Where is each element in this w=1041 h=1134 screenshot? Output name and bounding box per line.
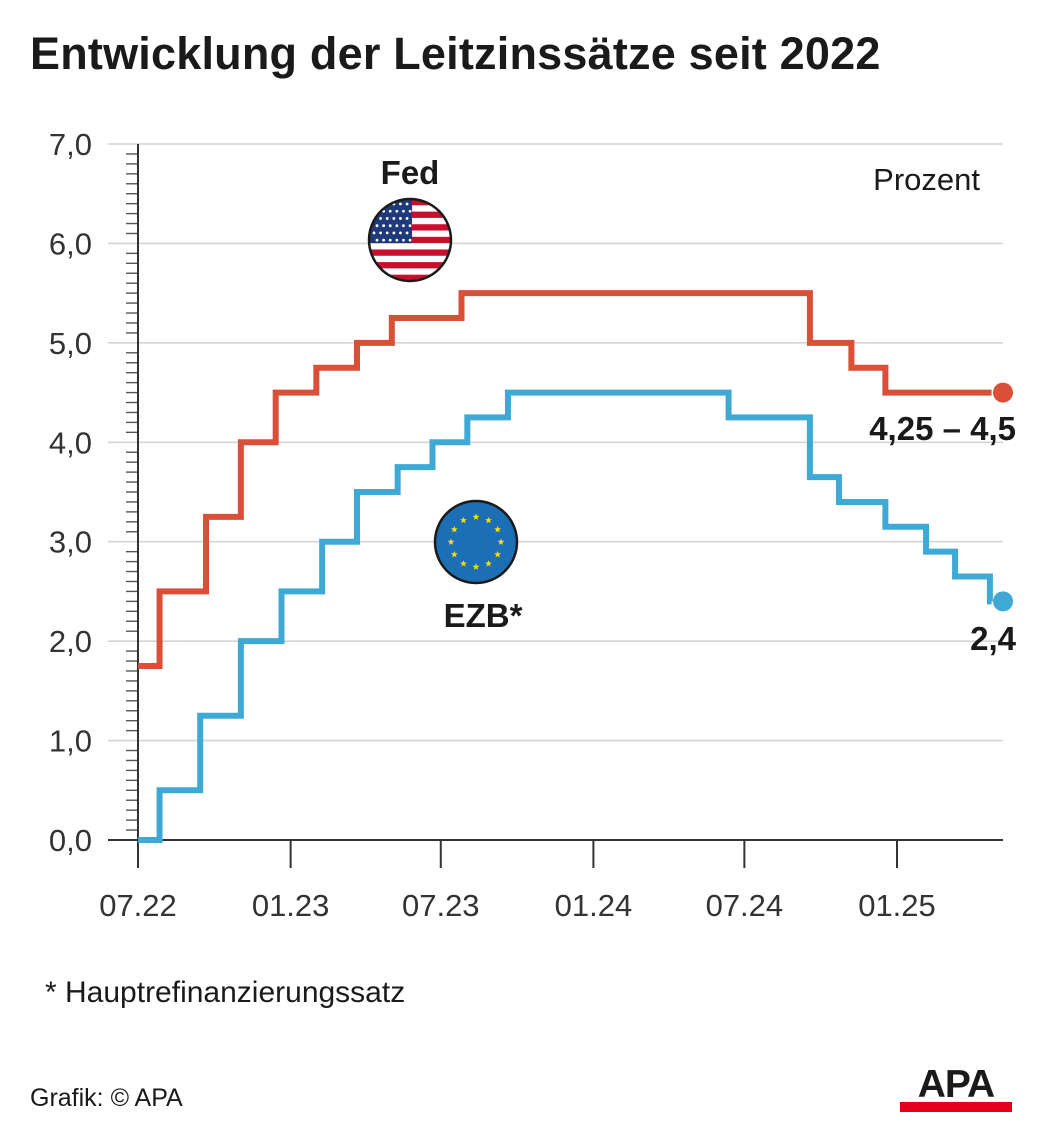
x-tick-label: 07.24 — [706, 888, 784, 923]
series-line-ezb — [138, 389, 993, 843]
x-tick-label: 01.24 — [555, 888, 633, 923]
footnote: * Hauptrefinanzierungssatz — [45, 976, 406, 1009]
chart-plot: 0,0 1,0 2,0 3,0 4,0 5,0 6,0 7,0 07.22 01.23 07.23 0… — [49, 127, 1017, 923]
x-tick-label: 01.25 — [858, 888, 936, 923]
y-tick-label: 3,0 — [49, 525, 92, 560]
y-tick-label: 0,0 — [49, 823, 92, 858]
unit-label: Prozent — [873, 162, 980, 197]
y-tick-label: 6,0 — [49, 226, 92, 261]
series-line-fed — [138, 290, 992, 669]
x-tick-label: 07.23 — [402, 888, 480, 923]
series-name-label: Fed — [381, 154, 440, 191]
axis-layer: 0,0 1,0 2,0 3,0 4,0 5,0 6,0 7,0 07.22 01.23 07.23 0… — [49, 127, 936, 923]
y-tick-label: 1,0 — [49, 724, 92, 759]
y-tick-label: 7,0 — [49, 127, 92, 162]
series-name-label: EZB* — [444, 597, 523, 634]
apa-logo-bar — [900, 1102, 1012, 1112]
us-flag-icon — [367, 197, 453, 283]
end-value-label: 2,4 — [970, 620, 1017, 657]
y-tick-label: 4,0 — [49, 425, 92, 460]
x-tick-label: 01.23 — [252, 888, 330, 923]
y-tick-label: 2,0 — [49, 624, 92, 659]
apa-logo-text: APA — [917, 1063, 995, 1106]
endpoint-marker-ezb — [993, 591, 1013, 612]
eu-flag-icon — [433, 499, 519, 585]
chart-title: Entwicklung der Leitzinssätze seit 2022 — [30, 28, 881, 79]
icon-layer — [367, 197, 519, 585]
y-tick-label: 5,0 — [49, 326, 92, 361]
endpoint-marker-fed — [993, 382, 1013, 403]
series-layer: 4,25 – 4,5 2,4 Fed EZB* — [138, 154, 1017, 843]
x-tick-label: 07.22 — [99, 888, 177, 923]
credit-text: Grafik: © APA — [30, 1084, 183, 1112]
end-value-label: 4,25 – 4,5 — [869, 410, 1016, 447]
apa-logo: APA — [900, 1063, 1012, 1112]
